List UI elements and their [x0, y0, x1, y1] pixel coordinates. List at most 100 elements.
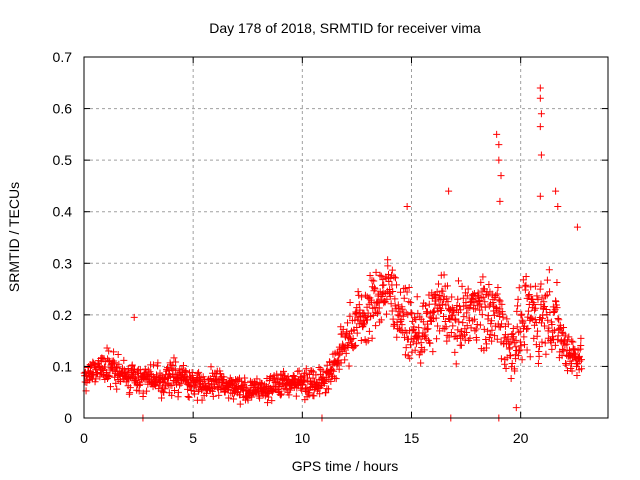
data-point: [502, 365, 510, 373]
data-point: [325, 385, 333, 393]
data-point: [438, 300, 446, 308]
data-point: [552, 298, 560, 306]
data-point: [352, 341, 360, 349]
data-point: [179, 361, 187, 369]
data-point: [105, 347, 113, 355]
y-tick-label: 0.1: [53, 358, 73, 374]
data-point: [115, 360, 123, 368]
data-point: [462, 299, 470, 307]
data-point: [136, 380, 144, 388]
data-point: [542, 292, 550, 300]
data-point: [106, 383, 114, 391]
data-point: [514, 352, 522, 360]
data-point: [104, 371, 112, 379]
data-point: [412, 340, 420, 348]
data-point: [342, 349, 350, 357]
data-point: [103, 344, 111, 352]
data-point: [551, 341, 559, 349]
data-point: [296, 373, 304, 381]
data-point: [537, 319, 545, 327]
data-point: [522, 325, 530, 333]
data-point: [384, 256, 392, 264]
data-point: [449, 322, 457, 330]
data-point: [149, 361, 157, 369]
data-point: [401, 284, 409, 292]
data-point: [220, 373, 228, 381]
data-point: [537, 110, 545, 118]
data-point: [392, 274, 400, 282]
data-point: [161, 385, 169, 393]
data-point: [236, 400, 244, 408]
data-point: [411, 346, 419, 354]
data-point: [284, 373, 292, 381]
data-point: [268, 397, 276, 405]
data-point: [565, 333, 573, 341]
data-point: [555, 316, 563, 324]
data-point: [514, 302, 522, 310]
data-point: [424, 325, 432, 333]
data-point: [170, 354, 178, 362]
data-point: [208, 387, 216, 395]
data-point: [513, 307, 521, 315]
data-point: [476, 300, 484, 308]
data-point: [388, 307, 396, 315]
data-point: [383, 295, 391, 303]
data-point: [429, 348, 437, 356]
data-point: [111, 373, 119, 381]
data-point: [353, 329, 361, 337]
data-point: [168, 391, 176, 399]
data-point: [414, 309, 422, 317]
data-point: [494, 309, 502, 317]
data-point: [522, 272, 530, 280]
data-point: [440, 271, 448, 279]
data-point: [384, 270, 392, 278]
data-point: [414, 335, 422, 343]
data-point: [440, 313, 447, 321]
data-point: [452, 316, 460, 324]
data-point: [542, 305, 550, 313]
data-point: [531, 282, 539, 290]
data-point: [478, 311, 486, 319]
data-point: [399, 312, 407, 320]
data-point: [429, 309, 437, 317]
data-point: [573, 371, 581, 379]
data-point: [454, 277, 462, 285]
data-point: [377, 316, 385, 324]
data-point: [437, 307, 445, 315]
data-point: [497, 172, 505, 180]
data-point: [327, 377, 335, 385]
data-point: [459, 319, 467, 327]
data-point: [398, 321, 406, 329]
data-point: [305, 370, 313, 378]
data-point: [536, 84, 544, 92]
data-point: [402, 344, 410, 352]
data-point: [292, 375, 300, 383]
data-point: [469, 290, 477, 298]
data-point: [479, 293, 487, 301]
data-point: [532, 304, 540, 312]
data-point: [550, 326, 558, 334]
data-point: [490, 311, 498, 319]
data-point: [541, 302, 549, 310]
data-point: [112, 379, 120, 387]
data-point: [380, 281, 388, 289]
data-point: [395, 304, 403, 312]
data-point: [488, 337, 496, 345]
data-point: [292, 392, 300, 400]
data-point: [563, 340, 571, 348]
data-point: [495, 296, 503, 304]
data-point: [548, 345, 556, 353]
data-point: [285, 391, 293, 399]
data-point: [368, 276, 376, 284]
data-point: [126, 389, 134, 397]
data-point: [376, 271, 384, 279]
data-point: [488, 317, 496, 325]
data-point: [577, 334, 585, 342]
data-point: [529, 299, 537, 307]
data-point: [518, 310, 526, 318]
data-point: [443, 282, 451, 290]
data-point: [486, 331, 494, 339]
data-point: [128, 361, 136, 369]
data-point: [95, 364, 103, 372]
data-point: [389, 315, 397, 323]
